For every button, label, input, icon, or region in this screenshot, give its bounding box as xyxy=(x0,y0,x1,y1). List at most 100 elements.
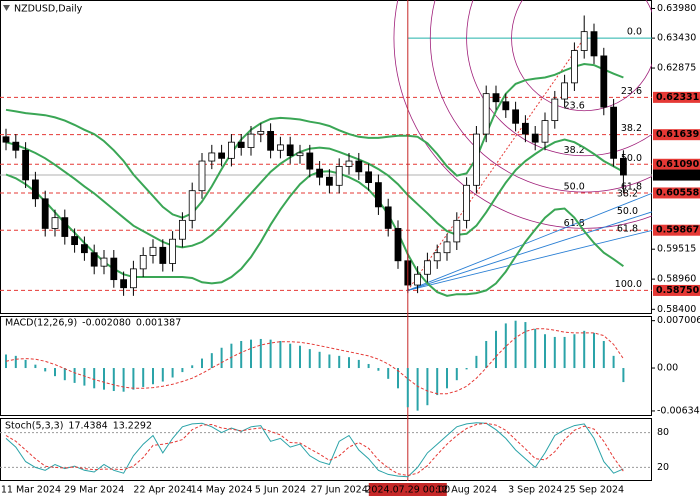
level-box-label: 0.61090 xyxy=(656,159,700,170)
candle-body xyxy=(267,130,275,151)
candle-body xyxy=(463,184,471,221)
candle-body xyxy=(169,238,177,264)
x-tick-label: 11 Mar 2024 xyxy=(1,485,61,496)
macd-bar xyxy=(103,368,105,390)
fib-fan-line xyxy=(407,211,652,291)
fib-arc xyxy=(393,0,652,229)
fib-label: 50.0 xyxy=(621,153,642,164)
macd-bar xyxy=(308,349,311,369)
fib-label: 61.8 xyxy=(621,181,642,192)
candle-body xyxy=(335,166,343,186)
macd-bar xyxy=(73,368,76,383)
macd-bar xyxy=(485,340,488,369)
macd-bar xyxy=(504,323,507,369)
stoch-line xyxy=(5,422,624,477)
candle-body xyxy=(590,31,598,57)
last-value-label: 17.4384 xyxy=(68,421,107,432)
x-tick-label: 5 Jun 2024 xyxy=(255,485,306,496)
macd-bar xyxy=(612,355,615,369)
level-box xyxy=(653,129,700,141)
macd-bar xyxy=(279,340,282,369)
candle-body xyxy=(365,171,373,184)
y-tick-label: 0.58960 xyxy=(657,274,696,285)
macd-bar xyxy=(112,368,115,392)
candle-body xyxy=(433,252,441,262)
candle-body xyxy=(257,130,265,135)
macd-bar xyxy=(573,334,576,369)
macd-bar xyxy=(259,338,262,369)
level-box xyxy=(653,224,700,236)
macd-bar xyxy=(544,334,546,369)
candle-body xyxy=(139,254,147,270)
candle-body xyxy=(208,152,216,162)
macd-panel-frame xyxy=(0,316,652,416)
y-tick-label: 20 xyxy=(657,462,669,473)
y-tick-label: 0.58400 xyxy=(657,304,696,315)
fib-fan-label: 61.8 xyxy=(617,223,638,234)
macd-bar xyxy=(475,355,478,369)
y-tick-label: 0.62875 xyxy=(657,63,696,74)
macd-bar xyxy=(220,347,223,369)
macd-bar xyxy=(553,336,556,369)
crosshair-date-box xyxy=(368,483,447,496)
candle-body xyxy=(561,82,568,100)
fib-fan-line xyxy=(407,229,652,291)
macd-bar xyxy=(210,353,213,369)
candle-body xyxy=(149,246,157,256)
candle-body xyxy=(423,260,431,275)
last-value-label: -0.002080 xyxy=(82,318,131,329)
candle-body xyxy=(129,268,137,289)
candle-body xyxy=(620,157,627,176)
fib-label: 0.0 xyxy=(627,27,642,38)
panel-title: MACD(12,26,9) xyxy=(5,318,77,329)
macd-bar xyxy=(602,340,605,369)
x-tick-label: 29 Mar 2024 xyxy=(64,485,124,496)
macd-bar xyxy=(240,340,243,369)
macd-bar xyxy=(269,339,272,369)
macd-bar xyxy=(181,368,184,373)
macd-bar xyxy=(495,330,497,369)
macd-bar xyxy=(201,358,203,369)
candle-body xyxy=(286,144,294,157)
fib-fan-line xyxy=(407,192,652,291)
candle-body xyxy=(531,133,539,143)
panel-title: NZDUSD,Daily xyxy=(14,4,83,15)
macd-bar xyxy=(63,368,66,381)
macd-bar xyxy=(122,368,125,392)
level-box xyxy=(653,284,700,296)
macd-bar xyxy=(24,359,27,369)
candle-body xyxy=(492,93,500,103)
bollinger-upper xyxy=(5,62,624,219)
candle-body xyxy=(41,198,49,229)
macd-bar xyxy=(406,368,409,408)
fib-label: 38.2 xyxy=(621,123,642,134)
y-tick-label: 0.007006 xyxy=(657,315,700,326)
x-tick-label: 12 Aug 2024 xyxy=(436,485,497,496)
level-box-label: 0.60890 xyxy=(656,170,700,181)
candle-body xyxy=(502,101,510,111)
macd-bar xyxy=(132,368,135,390)
bollinger-middle xyxy=(5,138,624,249)
candle-body xyxy=(541,120,549,143)
macd-bar xyxy=(338,355,341,369)
fib-arc-label: 61.8 xyxy=(564,218,585,229)
macd-bar xyxy=(563,336,566,369)
macd-bar xyxy=(230,343,233,369)
macd-bar xyxy=(583,330,586,369)
fib-arc xyxy=(429,0,652,193)
candle-body xyxy=(482,93,490,135)
candle-body xyxy=(345,160,353,167)
candle-body xyxy=(512,109,519,124)
macd-bar xyxy=(514,320,517,369)
bollinger-lower xyxy=(5,170,624,297)
symbol-icon xyxy=(3,5,10,11)
fib-fan-label: 50.0 xyxy=(617,206,638,217)
candle-body xyxy=(61,217,69,237)
macd-bar xyxy=(348,357,350,369)
level-box xyxy=(653,187,700,199)
candle-body xyxy=(51,217,59,229)
candle-body xyxy=(600,55,608,108)
candle-body xyxy=(159,246,167,264)
main-plot: 0.0 23.6 38.2 50.0 61.8 100.0 23.6 38.2 50.0 61.8… xyxy=(0,0,652,297)
